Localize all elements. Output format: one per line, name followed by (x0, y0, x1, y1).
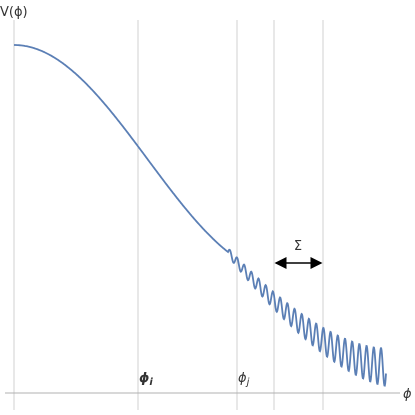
marker-symbol: ϕ (238, 371, 247, 386)
marker-label: ϕj (238, 371, 250, 388)
marker-subscript: j (245, 377, 250, 388)
sigma-label: Σ (294, 239, 302, 254)
x-axis-label: ϕ (403, 387, 412, 402)
marker-label: ϕi (139, 371, 153, 388)
y-axis-label: V(ϕ) (0, 5, 28, 20)
marker-subscript: i (149, 377, 153, 388)
marker-symbol: ϕ (139, 371, 149, 386)
potential-curve (14, 44, 387, 387)
